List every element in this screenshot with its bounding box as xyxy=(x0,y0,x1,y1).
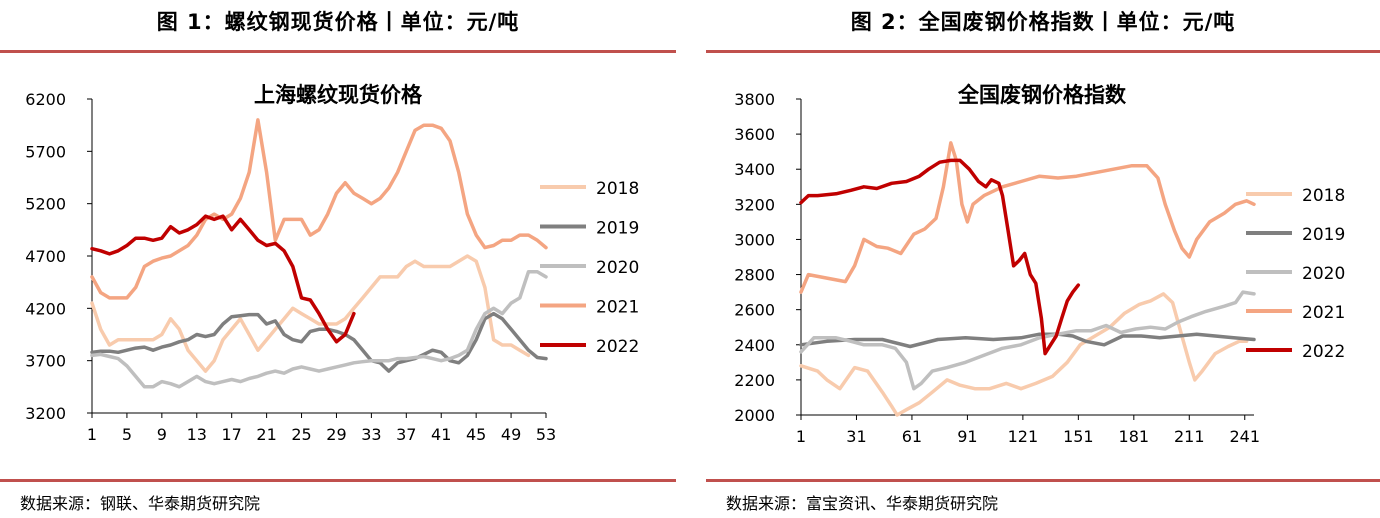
x-tick-label: 61 xyxy=(902,427,922,446)
y-tick-label: 2800 xyxy=(734,266,775,285)
series-line-2020 xyxy=(90,269,548,389)
x-tick-label: 1 xyxy=(796,427,806,446)
y-tick-label: 5200 xyxy=(25,195,66,214)
y-tick-label: 4200 xyxy=(25,299,66,318)
x-tick-label: 5 xyxy=(122,425,132,444)
figure-1-title: 图 1：螺纹钢现货价格丨单位：元/吨 xyxy=(156,10,520,34)
y-tick-label: 3800 xyxy=(734,90,775,109)
x-tick-label: 41 xyxy=(431,425,451,444)
series-line-2022 xyxy=(90,214,356,344)
series-line-2018 xyxy=(90,254,531,373)
figure-2-top-rule xyxy=(706,50,1380,53)
series-line-2021 xyxy=(90,118,548,300)
x-tick-label: 29 xyxy=(326,425,346,444)
y-tick-label: 3000 xyxy=(734,230,775,249)
x-tick-label: 151 xyxy=(1063,427,1094,446)
series-line-2019 xyxy=(90,311,548,373)
legend-label-2018: 2018 xyxy=(1302,186,1345,206)
x-tick-label: 211 xyxy=(1174,427,1205,446)
series-line-2020 xyxy=(799,290,1256,391)
legend-label-2020: 2020 xyxy=(1302,264,1345,284)
chart-scrap-steel-index: 全国废钢价格指数 2000 2200 2400 2600 2800 3000 3200 3400… xyxy=(734,83,1345,446)
x-tick-label: 45 xyxy=(466,425,486,444)
figure-2-title: 图 2：全国废钢价格指数丨单位：元/吨 xyxy=(850,10,1236,34)
x-tick-label: 21 xyxy=(256,425,276,444)
x-tick-label: 1 xyxy=(87,425,97,444)
x-tick-label: 121 xyxy=(1008,427,1039,446)
y-tick-label: 3700 xyxy=(25,352,66,371)
figure-1-top-rule xyxy=(0,50,676,53)
y-tick-label: 2600 xyxy=(734,301,775,320)
y-tick-label: 3400 xyxy=(734,160,775,179)
x-tick-label: 53 xyxy=(536,425,556,444)
legend-label-2022: 2022 xyxy=(596,337,639,357)
x-tick-label: 13 xyxy=(187,425,207,444)
y-tick-label: 3600 xyxy=(734,125,775,144)
legend-label-2019: 2019 xyxy=(596,219,639,239)
legend-label-2022: 2022 xyxy=(1302,342,1345,362)
y-tick-label: 2000 xyxy=(734,406,775,425)
figure-1-source: 数据来源：钢联、华泰期货研究院 xyxy=(20,494,261,513)
x-tick-label: 181 xyxy=(1119,427,1150,446)
x-tick-label: 91 xyxy=(957,427,977,446)
legend-label-2021: 2021 xyxy=(596,298,639,318)
series-line-2022 xyxy=(799,158,1081,356)
x-tick-label: 17 xyxy=(222,425,242,444)
series-line-2018 xyxy=(799,292,1249,417)
chart-title: 全国废钢价格指数 xyxy=(957,83,1127,107)
figure-2-panel: 图 2：全国废钢价格指数丨单位：元/吨 全国废钢价格指数 2000 2200 2400… xyxy=(706,0,1380,518)
series-line-2019 xyxy=(799,332,1256,349)
figure-1-bottom-rule xyxy=(0,479,676,482)
legend-label-2020: 2020 xyxy=(596,258,639,278)
figure-1-panel: 图 1：螺纹钢现货价格丨单位：元/吨 上海螺纹现货价格 3200 3700 4200 4… xyxy=(0,0,676,518)
x-tick-label: 49 xyxy=(501,425,521,444)
legend-label-2019: 2019 xyxy=(1302,225,1345,245)
y-tick-label: 3200 xyxy=(25,404,66,423)
x-tick-label: 241 xyxy=(1229,427,1260,446)
chart-title: 上海螺纹现货价格 xyxy=(254,83,423,107)
x-tick-label: 9 xyxy=(157,425,167,444)
y-tick-label: 2200 xyxy=(734,371,775,390)
series-line-2021 xyxy=(799,141,1256,294)
x-tick-label: 37 xyxy=(396,425,416,444)
y-tick-label: 4700 xyxy=(25,247,66,266)
y-tick-label: 3200 xyxy=(734,195,775,214)
y-tick-label: 5700 xyxy=(25,142,66,161)
figure-2-bottom-rule xyxy=(706,479,1380,482)
legend-label-2018: 2018 xyxy=(596,179,639,199)
chart-rebar-spot-price: 上海螺纹现货价格 3200 3700 4200 4700 5200 5700 6200 1 5 9 1… xyxy=(25,83,639,444)
y-tick-label: 6200 xyxy=(25,90,66,109)
legend-label-2021: 2021 xyxy=(1302,303,1345,323)
figure-2-source: 数据来源：富宝资讯、华泰期货研究院 xyxy=(726,494,999,513)
x-tick-label: 33 xyxy=(361,425,381,444)
y-tick-label: 2400 xyxy=(734,336,775,355)
x-tick-label: 31 xyxy=(846,427,866,446)
x-tick-label: 25 xyxy=(291,425,311,444)
